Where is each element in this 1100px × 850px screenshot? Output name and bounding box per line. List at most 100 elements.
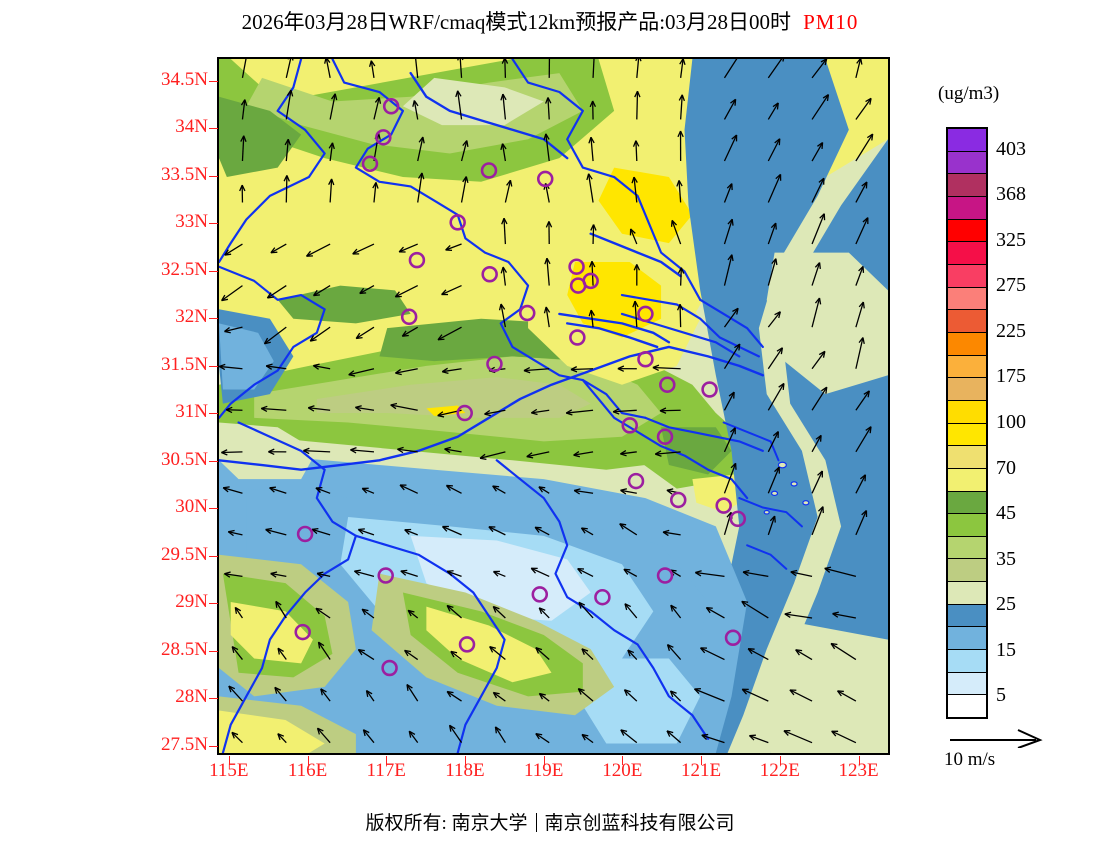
wind-arrow <box>723 98 737 120</box>
wind-arrow <box>627 649 638 660</box>
station-marker[interactable] <box>456 404 473 422</box>
wind-arrow <box>676 304 684 328</box>
wind-arrow <box>723 183 733 203</box>
station-marker[interactable] <box>659 376 676 393</box>
wind-arrow <box>225 406 243 414</box>
colorbar-band-13 <box>948 423 986 447</box>
wind-arrow <box>811 141 824 162</box>
wind-arrow <box>535 646 550 661</box>
wind-arrow <box>415 59 419 78</box>
wind-arrow <box>855 97 872 120</box>
wind-arrow-icon <box>950 729 1043 748</box>
colorbar-tick-368: 368 <box>996 183 1026 206</box>
colorbar-band-24 <box>948 672 986 696</box>
wind-arrow <box>548 59 551 78</box>
wind-arrow <box>270 243 287 254</box>
wind-arrow <box>723 462 737 494</box>
map-plot-area[interactable] <box>217 57 890 755</box>
station-marker[interactable] <box>377 567 394 584</box>
station-marker[interactable] <box>408 251 426 269</box>
wind-arrow <box>631 176 638 203</box>
wind-arrow <box>446 570 462 578</box>
wind-arrow <box>309 326 331 342</box>
wind-arrow <box>620 449 637 457</box>
station-marker[interactable] <box>637 305 654 323</box>
station-marker[interactable] <box>294 623 311 641</box>
wind-arrow <box>265 363 287 370</box>
island-3 <box>802 500 810 506</box>
wind-arrow <box>855 474 867 494</box>
island-0 <box>777 461 787 469</box>
station-marker[interactable] <box>729 510 747 528</box>
station-marker[interactable] <box>724 629 742 647</box>
station-marker[interactable] <box>531 586 549 603</box>
station-marker[interactable] <box>400 308 418 326</box>
coastline-0 <box>722 421 780 462</box>
station-marker[interactable] <box>361 155 379 173</box>
lat-label-34N: 34N <box>175 116 208 138</box>
station-marker[interactable] <box>458 636 476 653</box>
wind-arrow <box>790 569 813 578</box>
region-central-khaki-core <box>316 377 591 418</box>
colorbar-tick-5: 5 <box>996 684 1006 707</box>
colorbar-tick-100: 100 <box>996 411 1026 433</box>
colorbar-band-1 <box>948 151 986 175</box>
lat-tick-29.5N <box>209 555 218 557</box>
admin-border-2 <box>511 59 702 301</box>
wind-arrow <box>629 228 638 245</box>
station-marker[interactable] <box>480 162 498 179</box>
station-marker[interactable] <box>621 417 638 434</box>
station-marker[interactable] <box>656 567 674 584</box>
station-marker[interactable] <box>637 351 654 368</box>
wind-arrow <box>362 729 375 744</box>
colorbar-band-14 <box>948 446 986 469</box>
station-marker[interactable] <box>519 304 536 322</box>
station-marker[interactable] <box>481 266 498 283</box>
wind-arrow <box>357 648 375 661</box>
coastline-2 <box>746 544 788 570</box>
wind-arrow <box>417 136 425 162</box>
station-marker[interactable] <box>382 97 400 115</box>
admin-border-1 <box>331 59 647 419</box>
wind-arrow <box>317 641 331 660</box>
wind-arrow <box>260 405 287 413</box>
station-marker[interactable] <box>715 497 732 514</box>
colorbar[interactable] <box>946 127 988 719</box>
wind-arrow <box>460 140 469 162</box>
station-marker[interactable] <box>449 214 466 231</box>
wind-arrow <box>592 59 595 78</box>
station-marker[interactable] <box>381 659 398 677</box>
station-marker[interactable] <box>656 428 674 445</box>
station-marker[interactable] <box>375 129 392 146</box>
station-marker[interactable] <box>569 329 586 346</box>
wind-arrow <box>275 600 287 619</box>
colorbar-band-25 <box>948 695 986 718</box>
river-3 <box>558 312 671 344</box>
station-marker[interactable] <box>536 170 554 188</box>
station-marker[interactable] <box>296 525 314 543</box>
station-marker[interactable] <box>486 355 503 373</box>
wind-arrow <box>580 527 594 536</box>
lat-tick-31N <box>209 413 218 415</box>
wind-arrow <box>652 364 681 371</box>
wind-arrow <box>222 486 243 494</box>
wind-arrow <box>361 487 375 494</box>
station-marker[interactable] <box>670 491 687 509</box>
wind-arrow <box>441 525 462 536</box>
colorbar-band-4 <box>948 219 986 243</box>
wind-arrow <box>417 172 425 203</box>
station-marker[interactable] <box>594 588 611 606</box>
station-marker[interactable] <box>627 472 645 490</box>
region-ningbo-yellow <box>692 474 748 513</box>
station-marker[interactable] <box>701 381 718 398</box>
station-marker[interactable] <box>569 277 587 294</box>
ocean-pale-south <box>770 620 888 753</box>
lon-label-118E: 118E <box>445 760 485 781</box>
ocean-steel-blue-outer <box>747 59 888 753</box>
wind-arrow <box>670 604 682 619</box>
station-marker[interactable] <box>568 258 585 275</box>
lat-tick-34N <box>209 128 218 130</box>
lat-label-29.5N: 29.5N <box>161 543 208 565</box>
wind-arrow <box>492 570 506 578</box>
colorbar-band-9 <box>948 332 986 356</box>
